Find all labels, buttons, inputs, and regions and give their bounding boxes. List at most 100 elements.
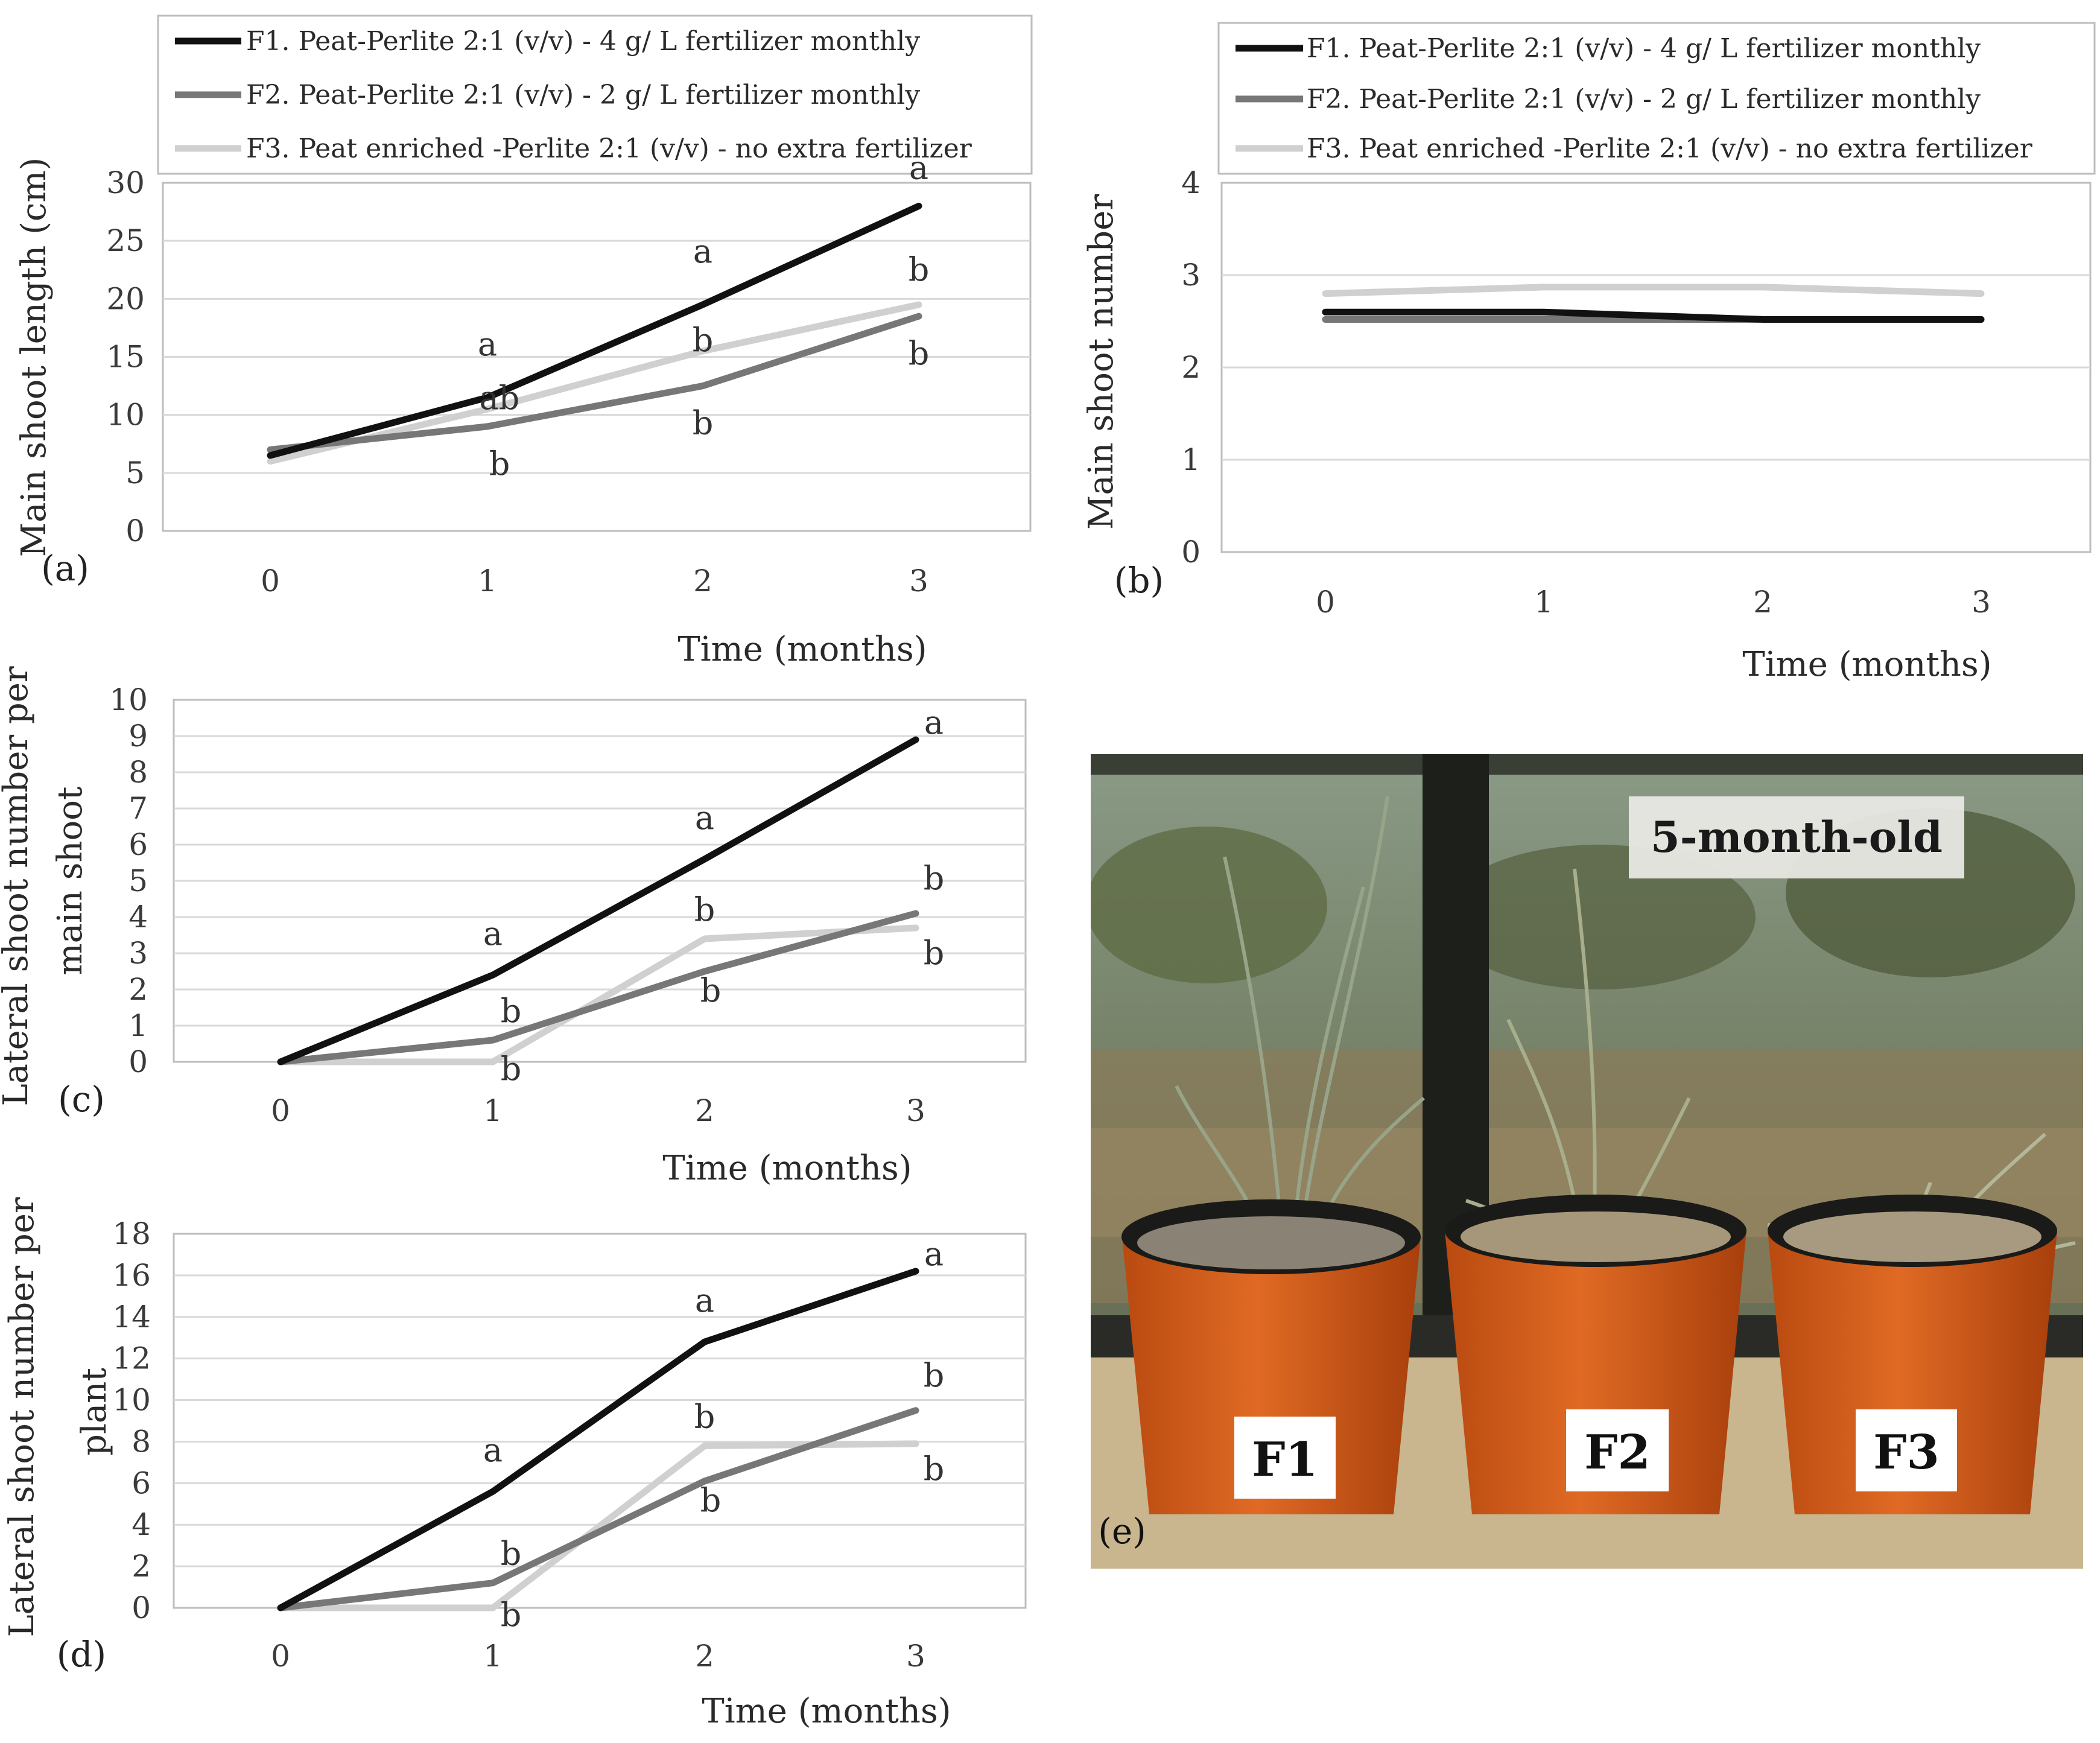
- x-tick-label: 3: [1972, 585, 1991, 620]
- y-axis-label: Main shoot number: [1082, 194, 1121, 530]
- panel-label: (c): [58, 1079, 105, 1120]
- x-tick-label: 0: [271, 1093, 290, 1128]
- pot-label-f2: F2: [1584, 1425, 1651, 1480]
- series-line-1: [267, 202, 922, 459]
- y-tick-label: 10: [106, 398, 145, 433]
- series-line-3: [1322, 284, 1985, 297]
- y-tick-label: 10: [109, 682, 148, 717]
- significance-letter: b: [694, 891, 715, 929]
- x-tick-label: 2: [695, 1639, 714, 1674]
- y-tick-label: 3: [128, 936, 148, 971]
- significance-letter: b: [700, 971, 722, 1009]
- legend-entry-f1: F1. Peat-Perlite 2:1 (v/v) - 4 g/ L fert…: [246, 26, 920, 57]
- significance-letter: b: [924, 1356, 945, 1394]
- x-tick-label: 1: [483, 1093, 503, 1128]
- series-line-2: [277, 910, 919, 1065]
- x-axis-label: Time (months): [677, 630, 927, 669]
- window-frame-top: [1091, 754, 2083, 775]
- series-line-2: [277, 1407, 919, 1611]
- significance-letter: b: [693, 321, 714, 359]
- legend-entry-f2: F2. Peat-Perlite 2:1 (v/v) - 2 g/ L fert…: [1307, 84, 1981, 115]
- pot-label-f1: F1: [1252, 1432, 1318, 1487]
- x-tick-label: 2: [695, 1093, 714, 1128]
- x-tick-label: 1: [478, 564, 497, 598]
- pot-label-f3-box: [1856, 1409, 1957, 1491]
- significance-letter: b: [924, 859, 945, 897]
- y-tick-label: 10: [112, 1383, 151, 1418]
- y-tick-label: 4: [1181, 165, 1201, 200]
- photo-panel: F1 F2 F3 5-month-old (e): [1091, 754, 2083, 1569]
- significance-letter: a: [924, 1235, 944, 1273]
- y-tick-label: 1: [128, 1008, 148, 1043]
- y-tick-label: 3: [1181, 258, 1201, 293]
- plot-area: 0 1 2 3 4 0 1 2 3: [1181, 165, 2090, 620]
- y-axis-label-part-2: main shoot: [51, 786, 90, 976]
- y-tick-label: 2: [1181, 350, 1201, 385]
- caption-box: [1629, 796, 1964, 878]
- y-axis-label: Lateral shoot number per main shoot: [0, 656, 90, 1106]
- y-tick-label: 6: [132, 1465, 151, 1500]
- series-line-2: [267, 313, 922, 453]
- y-tick-label: 5: [128, 863, 148, 898]
- background-foliage: [1442, 845, 1756, 989]
- y-tick-label: 15: [106, 340, 145, 375]
- significance-letter: b: [924, 1450, 945, 1488]
- pot-f2: [1445, 1195, 1746, 1514]
- significance-letter: a: [478, 325, 497, 363]
- legend-entry-f3: F3. Peat enriched -Perlite 2:1 (v/v) - n…: [246, 133, 972, 164]
- panel-b: F1. Peat-Perlite 2:1 (v/v) - 4 g/ L fert…: [1082, 22, 2096, 684]
- y-tick-label: 0: [1181, 535, 1201, 570]
- x-tick-label: 3: [909, 564, 928, 598]
- series-line-1: [277, 736, 919, 1065]
- y-tick-label: 14: [112, 1300, 151, 1335]
- legend-entry-f2: F2. Peat-Perlite 2:1 (v/v) - 2 g/ L fert…: [246, 80, 920, 110]
- x-tick-label: 0: [1316, 585, 1335, 620]
- x-tick-label: 0: [261, 564, 280, 598]
- x-tick-label: 2: [1753, 585, 1772, 620]
- legend-box: [157, 14, 1033, 175]
- y-axis-label-part-2: plant: [75, 1368, 114, 1456]
- y-axis-label-part-1: Lateral shoot number per: [0, 666, 36, 1106]
- y-tick-label: 6: [128, 827, 148, 862]
- y-axis-label: Main shoot length (cm): [14, 157, 54, 557]
- significance-letter: b: [924, 934, 945, 972]
- panel-label: (d): [57, 1634, 106, 1675]
- y-tick-label: 4: [128, 900, 148, 935]
- significance-letter: b: [694, 1397, 715, 1435]
- significance-letter: a: [909, 148, 928, 186]
- x-tick-label: 3: [906, 1639, 925, 1674]
- pot-f3: [1768, 1195, 2057, 1514]
- y-tick-label: 0: [128, 1044, 148, 1079]
- y-tick-label: 25: [106, 223, 145, 258]
- significance-letter: a: [483, 915, 503, 953]
- y-tick-label: 2: [128, 972, 148, 1007]
- panel-label: (b): [1114, 560, 1164, 601]
- photo-caption: 5-month-old: [1651, 812, 1943, 862]
- y-tick-label: 30: [106, 165, 145, 200]
- panel-label: (a): [41, 548, 89, 589]
- y-tick-label: 5: [125, 456, 145, 491]
- series-line-1: [1322, 308, 1985, 323]
- panel-a: F1. Peat-Perlite 2:1 (v/v) - 4 g/ L fert…: [14, 14, 1033, 669]
- significance-letter: a: [693, 232, 712, 270]
- significance-letter: b: [909, 250, 930, 288]
- x-tick-label: 3: [906, 1093, 925, 1128]
- significance-letter: a: [924, 703, 944, 741]
- y-tick-label: 0: [125, 513, 145, 548]
- series-line-3: [277, 924, 919, 1065]
- significance-letter: b: [501, 992, 522, 1030]
- y-tick-label: 4: [132, 1507, 151, 1542]
- background-foliage: [1091, 827, 1327, 983]
- y-tick-label: 2: [132, 1549, 151, 1584]
- x-axis-label: Time (months): [702, 1692, 951, 1731]
- x-axis-label: Time (months): [1742, 645, 1991, 684]
- significance-letter: b: [489, 445, 510, 483]
- y-tick-label: 12: [112, 1341, 151, 1376]
- legend-entry-f3: F3. Peat enriched -Perlite 2:1 (v/v) - n…: [1307, 133, 2033, 164]
- significance-letter: ab: [480, 379, 520, 417]
- y-tick-label: 20: [106, 281, 145, 316]
